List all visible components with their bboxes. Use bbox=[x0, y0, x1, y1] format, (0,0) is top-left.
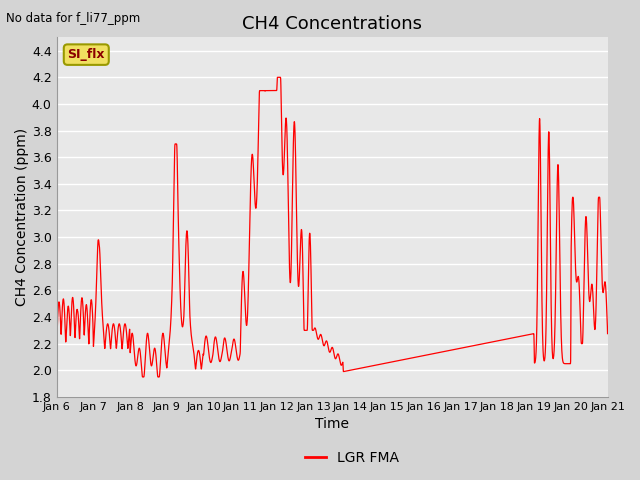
Text: SI_flx: SI_flx bbox=[68, 48, 105, 61]
LGR FMA bbox=[52, 346, 60, 351]
LGR FMA bbox=[288, 215, 296, 221]
Y-axis label: CH4 Concentration (ppm): CH4 Concentration (ppm) bbox=[15, 128, 29, 306]
Title: CH4 Concentrations: CH4 Concentrations bbox=[242, 15, 422, 33]
LGR FMA bbox=[274, 74, 282, 80]
Line: LGR FMA: LGR FMA bbox=[56, 77, 607, 377]
Text: No data for f_li77_ppm: No data for f_li77_ppm bbox=[6, 12, 141, 25]
LGR FMA bbox=[604, 331, 611, 336]
LGR FMA bbox=[140, 374, 147, 380]
LGR FMA bbox=[115, 321, 123, 327]
X-axis label: Time: Time bbox=[315, 418, 349, 432]
LGR FMA bbox=[534, 255, 541, 261]
LGR FMA bbox=[148, 360, 156, 366]
Legend: LGR FMA: LGR FMA bbox=[300, 445, 404, 471]
LGR FMA bbox=[264, 88, 272, 94]
LGR FMA bbox=[593, 253, 601, 259]
